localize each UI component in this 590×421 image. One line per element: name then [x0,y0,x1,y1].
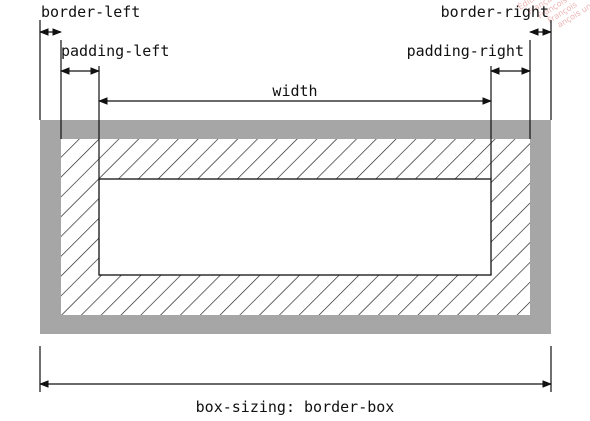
width-label: width [272,82,317,100]
content-area [98,178,492,276]
guide-lines [39,20,552,392]
border-right-label: border-right [441,3,549,21]
caption-label: box-sizing: border-box [196,398,395,416]
padding-right-label: padding-right [407,42,524,60]
padding-left-label: padding-left [61,42,169,60]
border-left-label: border-left [41,3,140,21]
